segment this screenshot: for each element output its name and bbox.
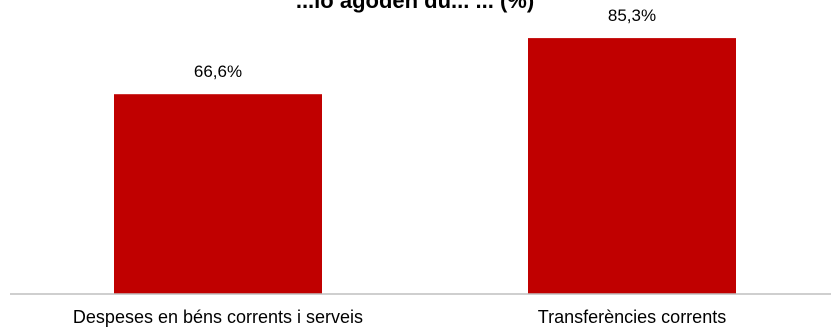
bar-1: [114, 94, 322, 294]
data-labels-group: 66,6% 85,3%: [194, 6, 656, 81]
category-label-2: Transferències corrents: [538, 307, 726, 327]
bars-group: [114, 38, 736, 294]
category-label-1: Despeses en béns corrents i serveis: [73, 307, 363, 327]
data-label-1: 66,6%: [194, 62, 242, 81]
category-labels-group: Despeses en béns corrents i serveis Trans…: [73, 307, 726, 327]
chart-title: ...ió agoden du... ... (%): [296, 0, 534, 13]
bar-2: [528, 38, 736, 294]
data-label-2: 85,3%: [608, 6, 656, 25]
